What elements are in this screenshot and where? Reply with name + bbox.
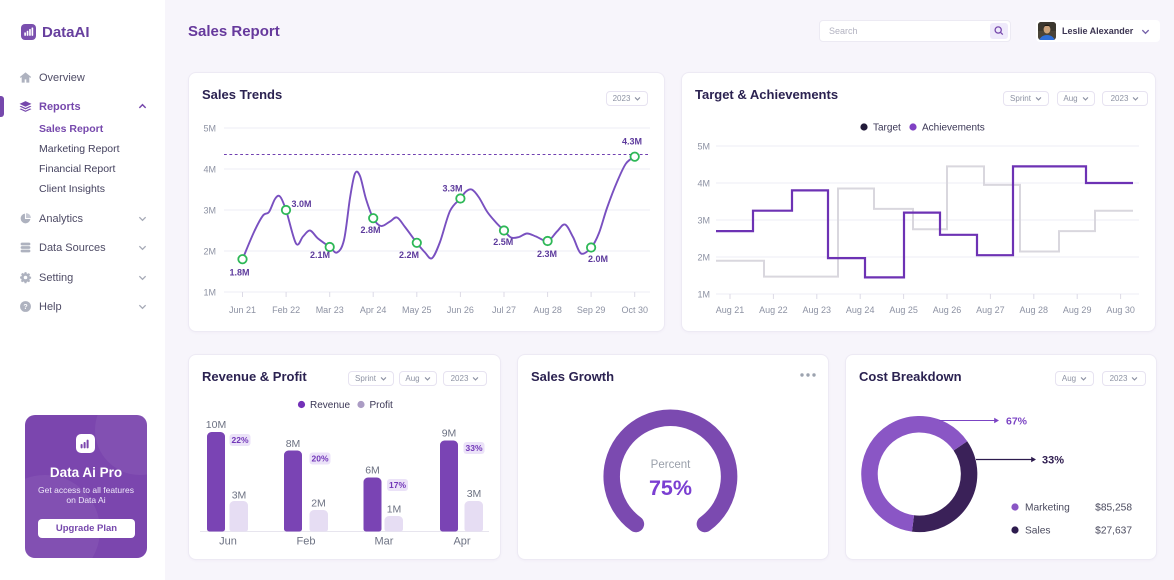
svg-text:3M: 3M	[232, 490, 247, 502]
svg-text:Aug 28: Aug 28	[533, 305, 562, 315]
svg-text:2M: 2M	[203, 247, 216, 257]
svg-text:2.2M: 2.2M	[399, 250, 419, 260]
svg-text:2.1M: 2.1M	[310, 250, 330, 260]
svg-text:22%: 22%	[231, 435, 248, 445]
svg-text:Aug 27: Aug 27	[976, 305, 1005, 315]
svg-text:Percent: Percent	[651, 459, 691, 471]
svg-text:Aug 28: Aug 28	[1020, 305, 1049, 315]
svg-text:Apr 24: Apr 24	[360, 305, 387, 315]
svg-text:Target: Target	[873, 123, 901, 134]
svg-text:Aug 25: Aug 25	[889, 305, 918, 315]
svg-text:9M: 9M	[442, 428, 457, 440]
svg-text:2M: 2M	[697, 253, 710, 263]
svg-text:17%: 17%	[389, 480, 406, 490]
svg-text:Aug 29: Aug 29	[1063, 305, 1092, 315]
svg-text:Apr: Apr	[453, 536, 470, 548]
svg-text:33%: 33%	[1042, 455, 1064, 467]
svg-text:Feb: Feb	[297, 536, 316, 548]
svg-text:1M: 1M	[697, 290, 710, 300]
svg-text:$85,258: $85,258	[1095, 503, 1132, 514]
svg-text:10M: 10M	[206, 419, 226, 431]
svg-text:4.3M: 4.3M	[622, 137, 642, 147]
svg-text:6M: 6M	[365, 465, 380, 477]
svg-text:2.5M: 2.5M	[493, 237, 513, 247]
svg-text:3.0M: 3.0M	[291, 199, 311, 209]
svg-text:3M: 3M	[697, 216, 710, 226]
svg-text:2.8M: 2.8M	[360, 225, 380, 235]
svg-text:67%: 67%	[1006, 416, 1028, 428]
svg-text:4M: 4M	[697, 179, 710, 189]
svg-text:2.3M: 2.3M	[537, 249, 557, 259]
svg-text:1.8M: 1.8M	[229, 268, 249, 278]
svg-text:Aug 22: Aug 22	[759, 305, 788, 315]
svg-text:$27,637: $27,637	[1095, 526, 1132, 537]
svg-text:Aug 26: Aug 26	[933, 305, 962, 315]
svg-text:20%: 20%	[311, 454, 328, 464]
svg-text:Aug 24: Aug 24	[846, 305, 875, 315]
svg-text:Mar 23: Mar 23	[316, 305, 344, 315]
svg-text:Sales: Sales	[1025, 526, 1050, 537]
svg-text:Mar: Mar	[375, 536, 394, 548]
svg-text:Feb 22: Feb 22	[272, 305, 300, 315]
svg-text:5M: 5M	[697, 142, 710, 152]
svg-text:Sep 29: Sep 29	[577, 305, 606, 315]
svg-text:3M: 3M	[467, 488, 482, 500]
svg-text:1M: 1M	[387, 504, 402, 516]
svg-text:75%: 75%	[649, 476, 692, 500]
svg-text:Achievements: Achievements	[922, 123, 985, 134]
svg-text:May 25: May 25	[402, 305, 432, 315]
svg-text:Jul 27: Jul 27	[492, 305, 516, 315]
svg-text:2M: 2M	[311, 498, 326, 510]
svg-text:3.3M: 3.3M	[442, 184, 462, 194]
svg-text:33%: 33%	[465, 443, 482, 453]
svg-text:5M: 5M	[203, 124, 216, 134]
svg-text:Jun 26: Jun 26	[447, 305, 474, 315]
svg-text:1M: 1M	[203, 288, 216, 298]
svg-text:Profit: Profit	[370, 400, 394, 411]
svg-text:2.0M: 2.0M	[588, 254, 608, 264]
svg-text:Aug 21: Aug 21	[716, 305, 745, 315]
svg-text:Jun 21: Jun 21	[229, 305, 256, 315]
svg-text:Aug 30: Aug 30	[1106, 305, 1135, 315]
svg-text:3M: 3M	[203, 206, 216, 216]
svg-text:?: ?	[23, 304, 27, 311]
svg-text:Jun: Jun	[219, 536, 237, 548]
svg-text:Aug 23: Aug 23	[803, 305, 832, 315]
svg-text:8M: 8M	[286, 438, 301, 450]
svg-text:Marketing: Marketing	[1025, 503, 1070, 514]
svg-text:4M: 4M	[203, 165, 216, 175]
svg-text:Revenue: Revenue	[310, 400, 350, 411]
svg-text:Oct 30: Oct 30	[621, 305, 648, 315]
